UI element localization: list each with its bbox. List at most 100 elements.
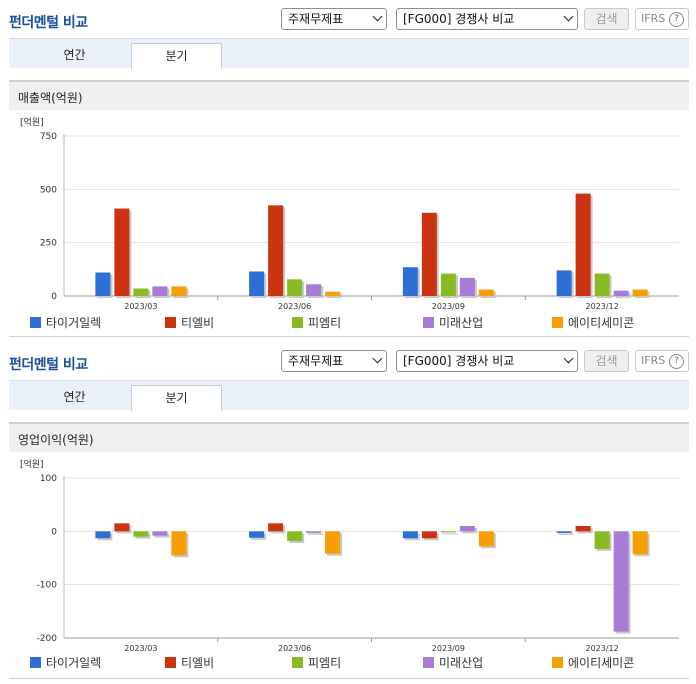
legend-label: 티엘비 xyxy=(181,656,215,670)
legend-item-타이거일렉[interactable]: 타이거일렉 xyxy=(30,654,101,671)
statement-select-value: 주재무제표 xyxy=(288,12,344,26)
bar-미래산업-2023-12[interactable] xyxy=(613,531,629,632)
fundamental-panel-revenue: 펀더멘털 비교 주재무제표 [FG000] 경쟁사 비교 검색 IFRS ? 연… xyxy=(0,0,696,337)
legend-item-에이티세미콘[interactable]: 에이티세미콘 xyxy=(552,654,634,671)
bar-에이티세미콘-2023-09[interactable] xyxy=(478,289,494,296)
ifrs-help-button[interactable]: IFRS ? xyxy=(635,350,689,372)
bar-티엘비-2023-06[interactable] xyxy=(268,205,284,296)
help-icon: ? xyxy=(669,12,684,27)
bar-미래산업-2023-12[interactable] xyxy=(613,290,629,296)
bar-피엠티-2023-12[interactable] xyxy=(594,531,610,549)
x-tick-label: 2023/06 xyxy=(278,302,311,310)
bar-티엘비-2023-03[interactable] xyxy=(114,208,130,296)
ifrs-label: IFRS xyxy=(641,354,666,367)
revenue-bar-chart: [억원] 0 250 500 750 2023/03 2023/06 2023/09 2023/… xyxy=(20,116,679,310)
bar-티엘비-2023-09[interactable] xyxy=(421,531,437,539)
legend-swatch xyxy=(292,657,303,668)
compare-select[interactable]: [FG000] 경쟁사 비교 xyxy=(396,8,578,30)
section-title: 매출액(억원) xyxy=(18,91,83,105)
chevron-down-icon xyxy=(372,11,383,22)
bar-타이거일렉-2023-03[interactable] xyxy=(95,531,111,539)
bar-타이거일렉-2023-09[interactable] xyxy=(402,267,418,296)
bar-에이티세미콘-2023-09[interactable] xyxy=(478,531,494,547)
bar-에이티세미콘-2023-12[interactable] xyxy=(632,531,648,555)
bar-피엠티-2023-09[interactable] xyxy=(440,273,456,296)
x-tick-label: 2023/06 xyxy=(278,644,311,652)
legend-item-피엠티[interactable]: 피엠티 xyxy=(292,654,341,671)
bar-티엘비-2023-03[interactable] xyxy=(114,523,130,532)
bar-타이거일렉-2023-12[interactable] xyxy=(556,531,572,533)
legend-item-티엘비[interactable]: 티엘비 xyxy=(165,654,214,671)
chevron-down-icon xyxy=(563,11,574,22)
legend-swatch xyxy=(292,317,303,328)
compare-select-value: [FG000] 경쟁사 비교 xyxy=(403,354,515,368)
search-button[interactable]: 검색 xyxy=(584,350,629,372)
bar-피엠티-2023-06[interactable] xyxy=(287,279,303,296)
legend-label: 에이티세미콘 xyxy=(568,316,635,330)
bar-미래산업-2023-06[interactable] xyxy=(306,531,322,533)
bar-에이티세미콘-2023-06[interactable] xyxy=(325,291,341,296)
bar-티엘비-2023-06[interactable] xyxy=(268,523,284,532)
bar-타이거일렉-2023-09[interactable] xyxy=(402,531,418,539)
compare-select-value: [FG000] 경쟁사 비교 xyxy=(403,12,515,26)
legend-item-미래산업[interactable]: 미래산업 xyxy=(423,314,483,331)
panel-title: 펀더멘털 비교 xyxy=(9,15,88,31)
tab-annual[interactable]: 연간 xyxy=(63,48,86,62)
legend-item-미래산업[interactable]: 미래산업 xyxy=(423,654,483,671)
section-title: 영업이익(억원) xyxy=(18,433,94,447)
bar-미래산업-2023-03[interactable] xyxy=(152,286,168,296)
legend-swatch xyxy=(165,317,176,328)
x-tick-label: 2023/03 xyxy=(124,302,157,310)
x-tick-label: 2023/09 xyxy=(432,644,465,652)
bar-미래산업-2023-09[interactable] xyxy=(459,277,475,296)
statement-select[interactable]: 주재무제표 xyxy=(281,350,387,372)
y-tick-label: 0 xyxy=(51,292,57,302)
legend-item-피엠티[interactable]: 피엠티 xyxy=(292,314,341,331)
bar-미래산업-2023-09[interactable] xyxy=(459,526,475,532)
legend-swatch xyxy=(165,657,176,668)
statement-select[interactable]: 주재무제표 xyxy=(281,8,387,30)
bar-피엠티-2023-06[interactable] xyxy=(287,531,303,541)
legend-swatch xyxy=(552,657,563,668)
legend-item-타이거일렉[interactable]: 타이거일렉 xyxy=(30,314,101,331)
bar-피엠티-2023-03[interactable] xyxy=(133,531,149,537)
unit-label: [억원] xyxy=(20,116,44,128)
bar-피엠티-2023-12[interactable] xyxy=(594,273,610,296)
bar-티엘비-2023-12[interactable] xyxy=(575,193,591,296)
bar-타이거일렉-2023-06[interactable] xyxy=(249,271,265,296)
legend-item-에이티세미콘[interactable]: 에이티세미콘 xyxy=(552,314,634,331)
section-title-bar: 영업이익(억원) xyxy=(9,422,689,452)
legend-label: 피엠티 xyxy=(308,316,342,330)
bar-타이거일렉-2023-03[interactable] xyxy=(95,272,111,296)
bar-티엘비-2023-12[interactable] xyxy=(575,526,591,532)
bar-에이티세미콘-2023-12[interactable] xyxy=(632,289,648,296)
bar-피엠티-2023-09[interactable] xyxy=(440,531,456,533)
bar-피엠티-2023-03[interactable] xyxy=(133,288,149,296)
legend-item-티엘비[interactable]: 티엘비 xyxy=(165,314,214,331)
y-tick-label: 100 xyxy=(40,474,57,484)
tab-quarterly[interactable]: 분기 xyxy=(131,43,222,69)
search-button[interactable]: 검색 xyxy=(584,8,629,30)
unit-label: [억원] xyxy=(20,458,44,470)
bar-에이티세미콘-2023-03[interactable] xyxy=(171,531,187,556)
y-tick-label: 500 xyxy=(40,185,57,195)
bar-타이거일렉-2023-06[interactable] xyxy=(249,531,265,538)
legend-label: 타이거일렉 xyxy=(46,656,102,670)
bar-에이티세미콘-2023-03[interactable] xyxy=(171,286,187,296)
panel-header: 펀더멘털 비교 주재무제표 [FG000] 경쟁사 비교 검색 IFRS ? xyxy=(0,342,696,380)
compare-select[interactable]: [FG000] 경쟁사 비교 xyxy=(396,350,578,372)
bar-미래산업-2023-06[interactable] xyxy=(306,284,322,296)
tab-annual[interactable]: 연간 xyxy=(63,390,86,404)
legend-label: 미래산업 xyxy=(439,656,484,670)
bar-에이티세미콘-2023-06[interactable] xyxy=(325,531,341,554)
bar-shadow xyxy=(308,533,324,535)
legend-swatch xyxy=(30,657,41,668)
bar-티엘비-2023-09[interactable] xyxy=(421,212,437,296)
bar-미래산업-2023-03[interactable] xyxy=(152,531,168,536)
tab-quarterly[interactable]: 분기 xyxy=(131,385,222,411)
bar-타이거일렉-2023-12[interactable] xyxy=(556,270,572,296)
ifrs-help-button[interactable]: IFRS ? xyxy=(635,8,689,30)
y-tick-label: 250 xyxy=(40,239,57,249)
x-tick-label: 2023/12 xyxy=(586,302,619,310)
bar-shadow xyxy=(558,533,574,535)
